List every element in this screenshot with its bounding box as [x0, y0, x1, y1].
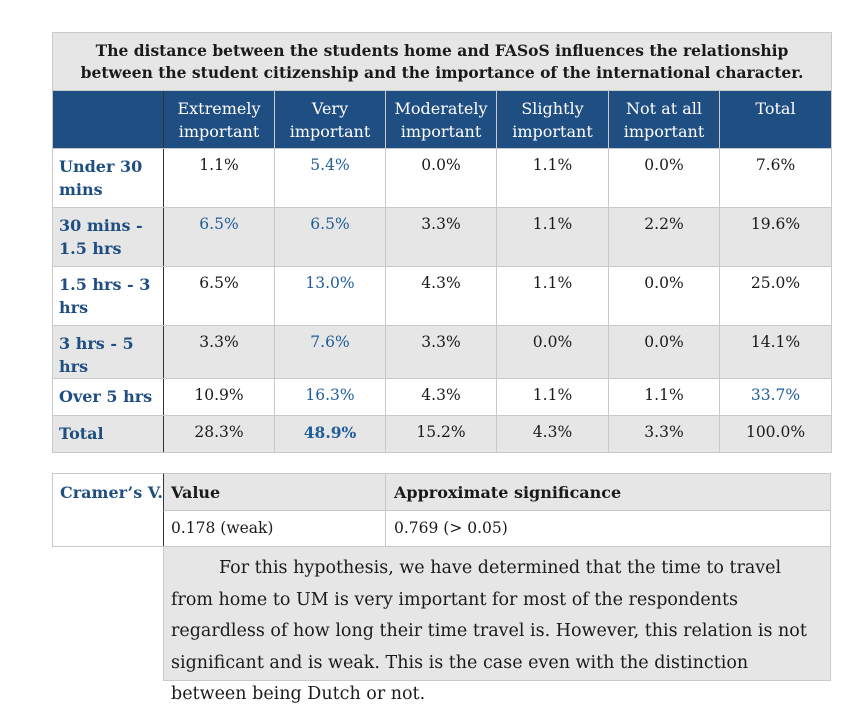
table-cell: 0.0% — [496, 325, 609, 379]
row-label: Over 5 hrs — [52, 378, 164, 416]
table-cell: 48.9% — [274, 415, 386, 453]
table-cell: 7.6% — [718, 148, 833, 208]
table-cell: 3.3% — [163, 325, 275, 379]
table-cell: 6.5% — [163, 207, 275, 267]
table-cell: 15.2% — [385, 415, 497, 453]
table-cell: 3.3% — [385, 207, 497, 267]
significance-value: 0.769 (> 0.05) — [385, 510, 831, 547]
table-cell: 1.1% — [496, 148, 609, 208]
row-label: Under 30 mins — [52, 148, 164, 208]
header-very-important: Very important — [274, 90, 386, 149]
table-cell: 19.6% — [718, 207, 833, 267]
table-cell: 16.3% — [274, 378, 386, 416]
header-total: Total — [718, 90, 833, 149]
header-slightly-important: Slightly important — [496, 90, 609, 149]
table-cell: 0.0% — [608, 148, 720, 208]
header-row: Extremely important Very important Moder… — [52, 90, 833, 149]
header-corner — [52, 90, 164, 149]
table-row: Over 5 hrs 10.9% 16.3% 4.3% 1.1% 1.1% 33… — [52, 378, 833, 416]
table-cell: 4.3% — [385, 378, 497, 416]
crosstab-table: The distance between the students home a… — [51, 32, 833, 453]
header-not-at-all-important: Not at all important — [608, 90, 720, 149]
table-cell: 1.1% — [496, 266, 609, 326]
table-cell: 10.9% — [163, 378, 275, 416]
table-row-total: Total 28.3% 48.9% 15.2% 4.3% 3.3% 100.0% — [52, 415, 833, 453]
cramers-v-table: Cramer’s V. Value Approximate significan… — [52, 473, 831, 547]
table-row: 1.5 hrs - 3 hrs 6.5% 13.0% 4.3% 1.1% 0.0… — [52, 266, 833, 326]
table-cell: 4.3% — [385, 266, 497, 326]
table-title: The distance between the students home a… — [51, 32, 833, 91]
table-cell: 1.1% — [496, 378, 609, 416]
header-extremely-important: Extremely important — [163, 90, 275, 149]
table-cell: 33.7% — [718, 378, 833, 416]
table-row: 30 mins - 1.5 hrs 6.5% 6.5% 3.3% 1.1% 2.… — [52, 207, 833, 267]
table-cell: 0.0% — [608, 266, 720, 326]
table-cell: 1.1% — [163, 148, 275, 208]
conclusion-paragraph: For this hypothesis, we have determined … — [163, 546, 831, 704]
table-cell: 25.0% — [718, 266, 833, 326]
value-header: Value — [163, 473, 386, 511]
significance-header: Approximate significance — [385, 473, 831, 511]
table-cell: 3.3% — [385, 325, 497, 379]
table-cell: 7.6% — [274, 325, 386, 379]
table-cell: 100.0% — [718, 415, 833, 453]
table-cell: 1.1% — [608, 378, 720, 416]
table-row: 3 hrs - 5 hrs 3.3% 7.6% 3.3% 0.0% 0.0% 1… — [52, 325, 833, 379]
row-label: 30 mins - 1.5 hrs — [52, 207, 164, 267]
table-cell: 5.4% — [274, 148, 386, 208]
table-cell: 28.3% — [163, 415, 275, 453]
table-cell: 6.5% — [163, 266, 275, 326]
table-cell: 3.3% — [608, 415, 720, 453]
cramers-v-value: 0.178 (weak) — [163, 510, 386, 547]
table-cell: 14.1% — [718, 325, 833, 379]
table-cell: 0.0% — [608, 325, 720, 379]
table-cell: 0.0% — [385, 148, 497, 208]
row-label: Total — [52, 415, 164, 453]
table-cell: 2.2% — [608, 207, 720, 267]
table-cell: 13.0% — [274, 266, 386, 326]
table-cell: 6.5% — [274, 207, 386, 267]
table-row: Under 30 mins 1.1% 5.4% 0.0% 1.1% 0.0% 7… — [52, 148, 833, 208]
table-cell: 4.3% — [496, 415, 609, 453]
header-moderately-important: Moderately important — [385, 90, 497, 149]
cramers-v-label: Cramer’s V. — [52, 473, 164, 547]
row-label: 3 hrs - 5 hrs — [52, 325, 164, 379]
row-label: 1.5 hrs - 3 hrs — [52, 266, 164, 326]
table-cell: 1.1% — [496, 207, 609, 267]
